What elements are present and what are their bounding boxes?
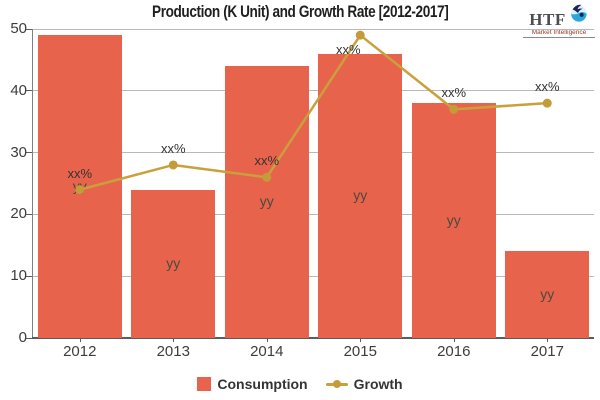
- line-value-label: xx%: [441, 85, 467, 101]
- growth-point: [75, 185, 85, 195]
- growth-point: [542, 98, 552, 108]
- legend-label-consumption: Consumption: [217, 376, 308, 392]
- x-axis-tick: [266, 338, 268, 342]
- gridline: [33, 90, 594, 92]
- consumption-bar: [505, 251, 590, 338]
- gridline: [33, 152, 594, 154]
- x-axis-line: [32, 337, 594, 339]
- growth-point: [449, 104, 459, 114]
- plot-area: yyyyyyyyyyyyxx%xx%xx%xx%xx%xx%: [26, 28, 594, 342]
- logo-tagline: Market Intelligence: [523, 29, 595, 38]
- growth-line-icon: [325, 380, 348, 388]
- gridline: [33, 28, 594, 30]
- growth-point: [168, 160, 178, 170]
- legend-item-growth: Growth: [325, 376, 403, 392]
- consumption-bar: [131, 189, 216, 338]
- y-axis-label: 30: [10, 143, 27, 161]
- y-axis-tick: [26, 275, 33, 277]
- y-axis-tick: [26, 337, 33, 339]
- x-axis-tick: [360, 338, 362, 342]
- gridline: [33, 275, 594, 277]
- consumption-bar: [224, 66, 309, 338]
- line-value-label: xx%: [534, 79, 560, 95]
- consumption-bar: [411, 103, 496, 338]
- x-axis-label: 2015: [343, 343, 377, 360]
- bar-value-label: yy: [540, 285, 555, 302]
- gridline: [33, 213, 594, 215]
- growth-point: [262, 172, 272, 182]
- line-value-label: xx%: [160, 140, 186, 156]
- x-axis-label: 2014: [250, 343, 284, 360]
- y-axis-tick: [26, 28, 33, 30]
- x-axis-tick: [173, 338, 175, 342]
- bar-value-label: yy: [166, 254, 181, 271]
- x-axis-label: 2012: [63, 343, 97, 360]
- y-axis-label: 40: [10, 81, 27, 99]
- y-axis-label: 0: [18, 329, 27, 346]
- bird-icon: [567, 3, 589, 28]
- legend: Consumption Growth: [0, 376, 600, 392]
- line-value-label: xx%: [67, 165, 93, 181]
- y-axis-label: 20: [10, 205, 27, 223]
- x-axis-label: 2013: [156, 343, 190, 360]
- y-axis-tick: [26, 152, 33, 154]
- bar-value-label: yy: [353, 186, 368, 203]
- x-axis-label: 2016: [437, 343, 471, 360]
- consumption-bar: [318, 53, 403, 338]
- y-axis-line: [32, 29, 33, 338]
- x-axis-tick: [79, 338, 81, 342]
- growth-point: [355, 30, 365, 40]
- growth-line: [75, 30, 552, 195]
- y-axis-label: 50: [10, 20, 27, 37]
- x-axis-tick: [453, 338, 455, 342]
- logo-text: HTF: [529, 10, 566, 29]
- chart-title: Production (K Unit) and Growth Rate [201…: [151, 2, 449, 21]
- line-value-label: xx%: [335, 42, 361, 58]
- bar-value-label: yy: [259, 193, 274, 210]
- x-axis-label: 2017: [530, 343, 564, 360]
- x-axis-tick: [547, 338, 549, 342]
- y-axis-tick: [26, 90, 33, 92]
- y-axis-tick: [26, 213, 33, 215]
- y-axis-label: 10: [10, 267, 27, 285]
- bar-value-label: yy: [446, 211, 461, 228]
- line-value-label: xx%: [254, 153, 280, 169]
- consumption-swatch-icon: [197, 377, 212, 391]
- legend-item-consumption: Consumption: [197, 376, 308, 392]
- htf-logo: HTF Market Intelligence: [523, 3, 595, 38]
- legend-label-growth: Growth: [353, 376, 403, 392]
